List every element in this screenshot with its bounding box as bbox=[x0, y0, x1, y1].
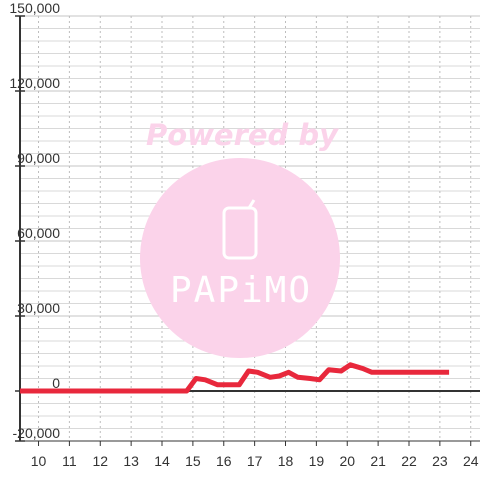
x-tick-label: 15 bbox=[185, 453, 201, 469]
y-tick-label: 0 bbox=[52, 375, 60, 391]
y-tick-label: -20,000 bbox=[13, 425, 61, 441]
y-tick-label: 60,000 bbox=[17, 225, 60, 241]
x-tick-label: 11 bbox=[62, 453, 77, 469]
x-tick-label: 12 bbox=[92, 453, 108, 469]
x-tick-label: 18 bbox=[278, 453, 294, 469]
y-tick-label: 120,000 bbox=[9, 75, 60, 91]
y-tick-label: 150,000 bbox=[9, 0, 60, 16]
series-line bbox=[20, 362, 450, 394]
y-tick-label: 30,000 bbox=[17, 300, 60, 316]
x-tick-label: 20 bbox=[339, 453, 355, 469]
x-tick-label: 23 bbox=[432, 453, 448, 469]
watermark-text: Powered by bbox=[146, 118, 339, 152]
x-tick-label: 16 bbox=[216, 453, 232, 469]
tick-labels: -20,000 0 30,000 60,000 90,000 120,000 150,000… bbox=[9, 0, 478, 469]
x-tick-label: 22 bbox=[401, 453, 417, 469]
x-tick-label: 19 bbox=[309, 453, 325, 469]
series bbox=[20, 362, 450, 394]
phone-icon bbox=[222, 199, 258, 260]
x-tick-label: 13 bbox=[123, 453, 139, 469]
x-tick-label: 17 bbox=[247, 453, 263, 469]
x-tick-label: 10 bbox=[31, 453, 47, 469]
x-tick-label: 14 bbox=[154, 453, 170, 469]
x-tick-label: 21 bbox=[370, 453, 386, 469]
x-tick-label: 24 bbox=[463, 453, 479, 469]
papimo-watermark: Powered by PAPiMO bbox=[140, 118, 340, 358]
watermark-logo-text: PAPiMO bbox=[170, 270, 312, 311]
y-tick-label: 90,000 bbox=[17, 150, 60, 166]
